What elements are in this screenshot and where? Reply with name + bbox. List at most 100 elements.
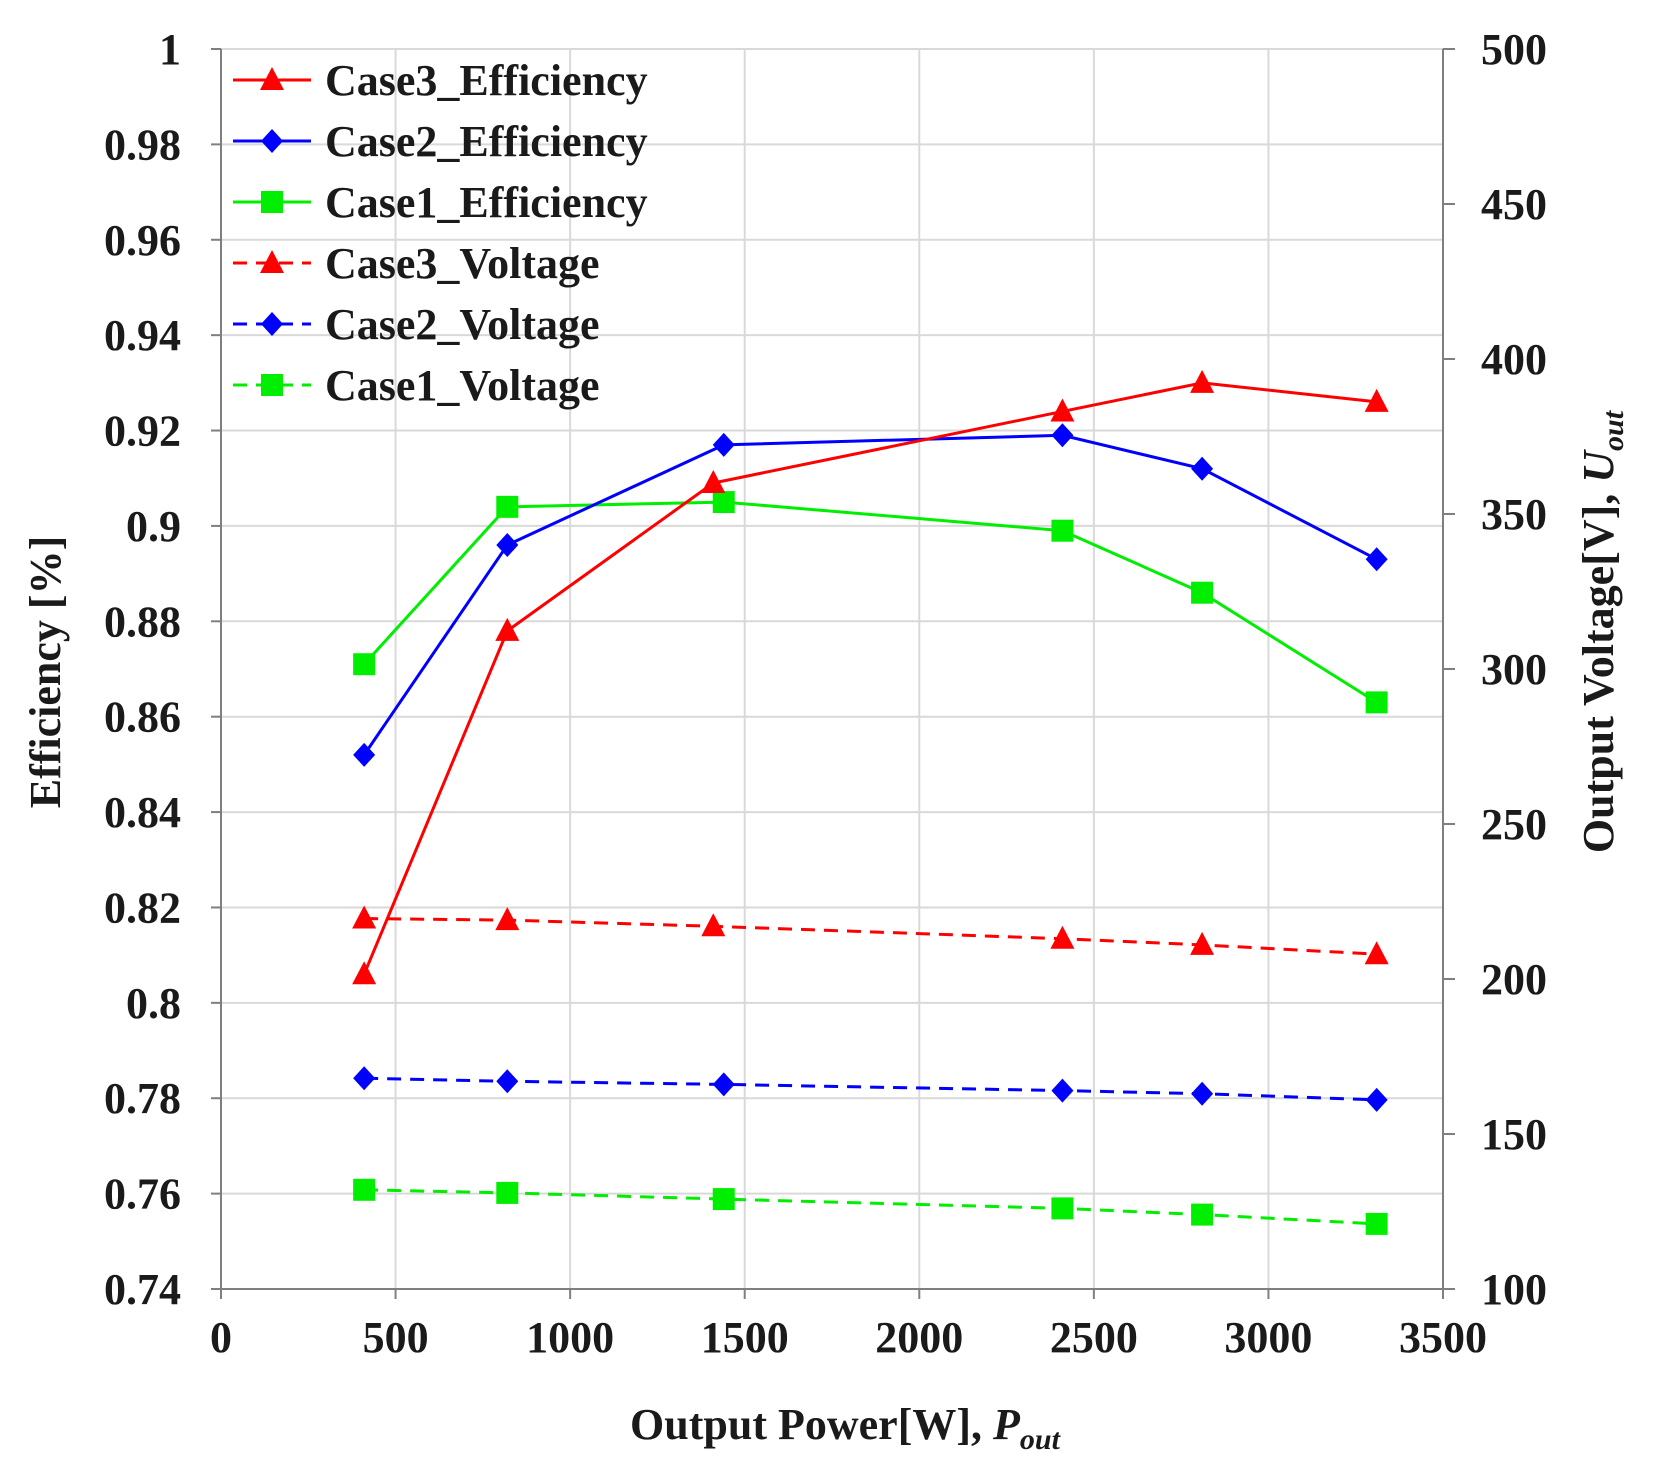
y-left-tick-label: 0.82: [104, 883, 181, 932]
data-point-case2-efficiency: [353, 742, 376, 767]
series-line-case3-efficiency: [362, 381, 1377, 975]
y-left-tick-label: 1: [159, 25, 181, 74]
legend-label-case3-efficiency: Case3_Efficiency: [325, 56, 648, 105]
legend-label-case1-efficiency: Case1_Efficiency: [325, 178, 648, 227]
series-line-case1-voltage: [364, 1188, 1377, 1226]
data-point-case3-efficiency: [1190, 369, 1215, 393]
y-left-tick-label: 0.8: [126, 979, 181, 1028]
data-point-case3-voltage: [1050, 925, 1075, 949]
data-point-case2-voltage: [1365, 1087, 1388, 1112]
legend-item-case2-voltage: Case2_Voltage: [233, 300, 600, 349]
legend-marker-case2-efficiency: [261, 129, 283, 153]
x-axis-title-var: P: [992, 1400, 1021, 1449]
legend-label-case2-efficiency: Case2_Efficiency: [325, 117, 648, 166]
y-right-tick-label: 100: [1481, 1265, 1547, 1314]
data-point-case3-efficiency: [701, 470, 726, 493]
y-left-tick-label: 0.86: [104, 693, 181, 742]
x-tick-label: 1000: [526, 1313, 614, 1362]
x-tick-label: 3000: [1224, 1313, 1312, 1362]
series-case1-voltage: [353, 1178, 1388, 1235]
data-point-case3-voltage: [1364, 941, 1389, 965]
legend-marker-case1-efficiency: [261, 191, 283, 213]
data-point-case3-voltage: [701, 913, 726, 937]
series-case1-efficiency: [353, 491, 1388, 714]
y-axis-right-title-var: U: [1574, 449, 1623, 483]
series-case3-efficiency: [352, 369, 1389, 985]
data-point-case3-efficiency: [1050, 398, 1075, 422]
y-left-tick-label: 0.76: [104, 1170, 181, 1219]
y-axis-left-title: Efficiency [%]: [21, 536, 70, 808]
legend-label-case2-voltage: Case2_Voltage: [325, 300, 600, 349]
data-point-case3-voltage: [495, 907, 520, 931]
legend: Case3_Efficiency Case2_Efficiency Case1_Ef…: [233, 56, 648, 410]
data-point-case2-voltage: [1051, 1078, 1074, 1103]
series-case3-voltage: [352, 905, 1389, 965]
y-right-tick-label: 500: [1481, 25, 1547, 74]
data-point-case1-efficiency: [1051, 519, 1074, 542]
data-point-case3-efficiency: [495, 617, 520, 641]
y-left-tick-label: 0.84: [104, 788, 181, 837]
y-right-tick-label: 150: [1481, 1110, 1547, 1159]
y-left-tick-label: 0.94: [104, 311, 181, 360]
data-point-case2-efficiency: [1365, 547, 1388, 572]
legend-label-case1-voltage: Case1_Voltage: [325, 361, 600, 410]
axes: 0.74 0.76 0.78 0.8 0.82 0.84 0.86 0.88 0.9 0.92 0.…: [104, 25, 1547, 1362]
data-point-case2-voltage: [1191, 1081, 1214, 1106]
series-line-case2-voltage: [364, 1076, 1377, 1102]
legend-item-case3-efficiency: Case3_Efficiency: [233, 56, 648, 105]
legend-marker-case1-voltage: [261, 374, 283, 396]
plot-series: [352, 369, 1389, 1235]
y-axis-right-title-main: Output Voltage[V],: [1574, 483, 1623, 853]
y-right-tick-label: 250: [1481, 800, 1547, 849]
x-tick-label: 2000: [875, 1313, 963, 1362]
data-point-case2-efficiency: [712, 432, 735, 457]
y-right-tick-label: 350: [1481, 490, 1547, 539]
data-point-case2-voltage: [353, 1066, 376, 1091]
grid: [220, 48, 1444, 1290]
x-tick-label: 2500: [1050, 1313, 1138, 1362]
data-point-case3-voltage: [352, 905, 377, 929]
series-line-case2-efficiency: [362, 433, 1378, 756]
data-point-case1-voltage: [712, 1188, 735, 1211]
x-axis-title: Output Power[W], Pout: [630, 1400, 1062, 1456]
data-point-case1-voltage: [496, 1181, 519, 1204]
legend-marker-case3-efficiency: [260, 67, 284, 90]
y-left-tick-label: 0.88: [104, 597, 181, 646]
series-case2-efficiency: [353, 423, 1388, 767]
data-point-case1-voltage: [353, 1178, 376, 1201]
legend-item-case1-voltage: Case1_Voltage: [233, 361, 600, 410]
data-point-case3-efficiency: [1364, 388, 1389, 412]
legend-item-case3-voltage: Case3_Voltage: [233, 239, 600, 288]
data-point-case1-efficiency: [712, 491, 735, 514]
x-tick-label: 0: [210, 1313, 232, 1362]
x-tick-label: 3500: [1399, 1313, 1487, 1362]
y-left-tick-label: 0.92: [104, 407, 181, 456]
series-line-case1-efficiency: [363, 500, 1378, 704]
data-point-case1-efficiency: [496, 495, 519, 518]
data-point-case2-efficiency: [1191, 456, 1214, 481]
x-axis-title-main: Output Power[W],: [630, 1400, 993, 1449]
data-point-case1-efficiency: [1365, 691, 1388, 714]
data-point-case1-voltage: [1191, 1203, 1214, 1226]
y-left-tick-label: 0.98: [104, 120, 181, 169]
data-point-case1-efficiency: [1191, 581, 1214, 604]
y-right-tick-label: 300: [1481, 645, 1547, 694]
x-tick-label: 1500: [701, 1313, 789, 1362]
series-case2-voltage: [353, 1066, 1388, 1112]
data-point-case1-voltage: [1365, 1212, 1388, 1235]
y-left-tick-label: 0.78: [104, 1074, 181, 1123]
y-left-tick-label: 0.96: [104, 216, 181, 265]
data-point-case3-efficiency: [352, 961, 377, 985]
y-right-tick-label: 450: [1481, 180, 1547, 229]
legend-item-case2-efficiency: Case2_Efficiency: [233, 117, 648, 166]
data-point-case1-efficiency: [353, 653, 376, 676]
y-axis-right-title-sub: out: [1597, 409, 1630, 451]
y-left-tick-label: 0.74: [104, 1265, 181, 1314]
y-right-tick-label: 200: [1481, 955, 1547, 1004]
y-left-tick-label: 0.9: [126, 502, 181, 551]
x-axis-title-sub: out: [1020, 1423, 1062, 1456]
data-point-case2-voltage: [712, 1072, 735, 1097]
y-axis-right-title: Output Voltage[V], Uout: [1574, 409, 1630, 853]
y-right-tick-label: 400: [1481, 335, 1547, 384]
